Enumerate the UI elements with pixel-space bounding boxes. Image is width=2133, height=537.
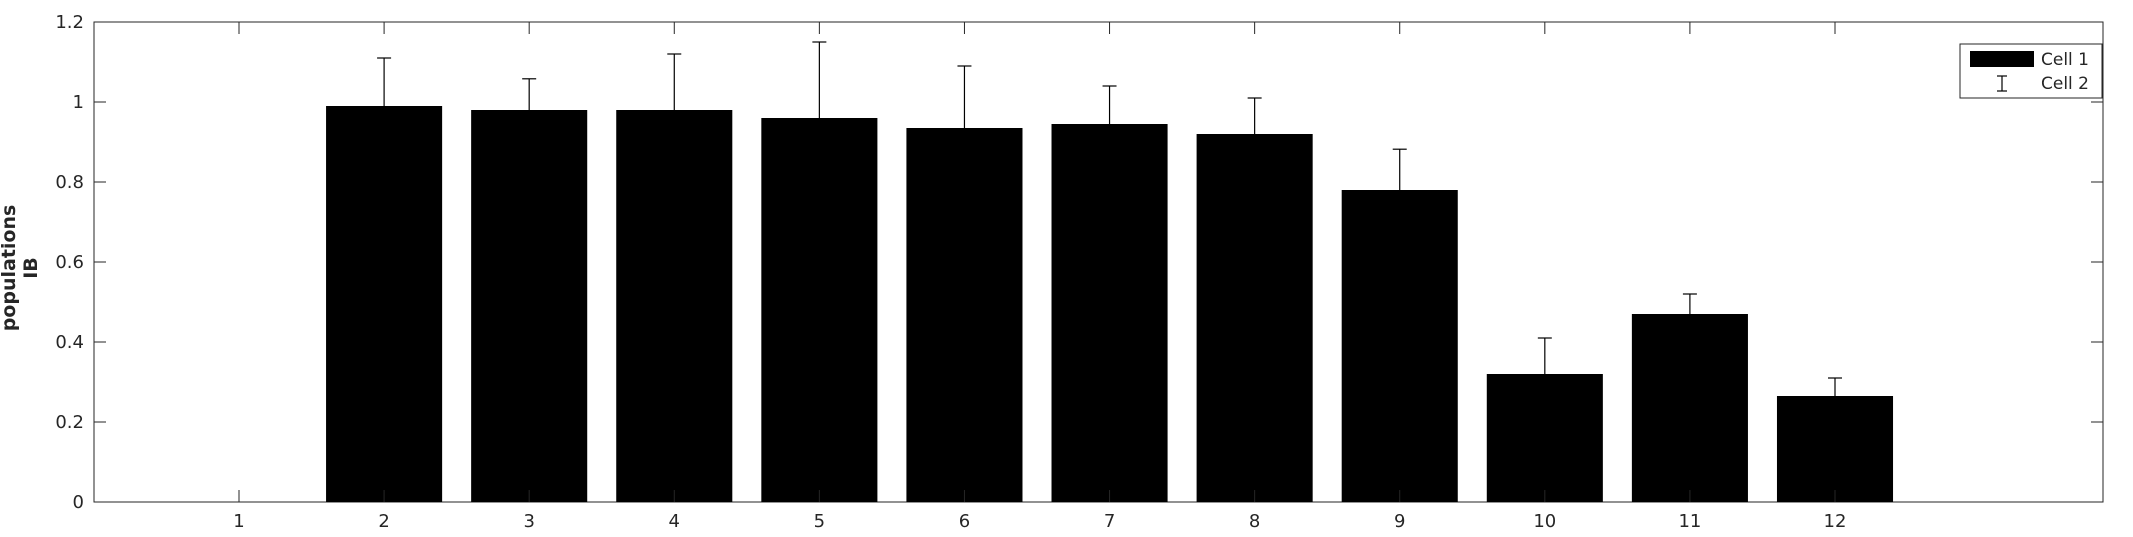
x-tick-label: 5 [814,511,825,532]
y-axis-label-line-2: IB [20,257,42,279]
bar-9 [1341,190,1458,502]
y-tick-label: 1.2 [55,12,84,33]
y-ticks-group: 0 0.2 0.4 0.6 0.8 1 1.2 [55,12,2103,513]
y-tick-label: 0.6 [55,252,84,273]
x-tick-label: 2 [378,511,389,532]
bar-6 [906,128,1023,502]
bar-4 [616,110,733,502]
y-tick-label: 0.2 [55,412,84,433]
error-bars-group [377,41,1842,396]
error-bar-9 [1392,148,1407,190]
y-tick-label: 1 [73,92,84,113]
legend-label-cell-2: Cell 2 [2041,74,2089,94]
bar-12 [1776,396,1894,502]
bar-7 [1051,124,1168,502]
legend-swatch-cell-2 [1997,75,2007,92]
error-bar-11 [1682,293,1697,314]
legend-label-cell-1: Cell 1 [2041,50,2089,70]
x-tick-label: 11 [1678,511,1701,532]
error-bar-6 [957,65,972,128]
legend: Cell 1 Cell 2 [1959,43,2103,99]
y-axis-label: populations IB [0,205,42,332]
x-ticks-group: 1 2 3 4 5 6 7 8 9 10 11 12 [233,22,1846,532]
x-tick-label: 10 [1533,511,1556,532]
error-bar-7 [1102,85,1117,124]
bar-10 [1486,374,1603,502]
x-tick-label: 3 [523,511,534,532]
x-tick-label: 12 [1824,511,1847,532]
x-tick-label: 1 [233,511,244,532]
bar-8 [1196,134,1313,502]
bar-5 [761,118,878,502]
error-bar-2 [377,57,392,106]
legend-swatch-cell-1 [1970,51,2034,67]
error-bar-10 [1537,337,1552,374]
bar-2 [326,106,443,502]
bar-3 [471,110,588,502]
error-bar-12 [1828,377,1842,396]
error-bar-3 [522,78,537,110]
y-tick-label: 0.8 [55,172,84,193]
error-bar-8 [1247,97,1262,134]
x-tick-label: 4 [669,511,680,532]
x-tick-label: 7 [1104,511,1115,532]
x-tick-label: 8 [1249,511,1260,532]
bar-11 [1631,314,1748,502]
error-bar-5 [812,41,827,118]
y-tick-label: 0 [73,492,84,513]
y-tick-label: 0.4 [55,332,84,353]
y-axis-label-line-1: populations [0,205,20,332]
bars-group [326,106,1894,502]
error-bar-4 [667,53,682,110]
x-tick-label: 9 [1394,511,1405,532]
x-tick-label: 6 [959,511,970,532]
